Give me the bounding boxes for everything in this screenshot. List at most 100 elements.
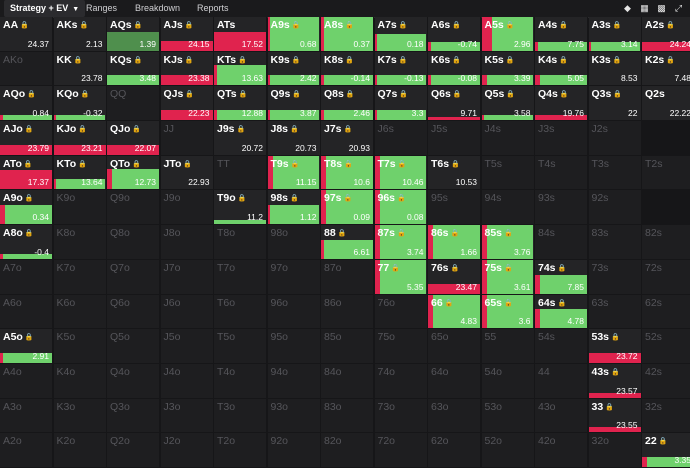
hand-cell-j5o[interactable]: J5o — [160, 329, 214, 364]
hand-cell-a9o[interactable]: A9o 🔒 0.34 — [0, 190, 53, 226]
hand-cell-j9s[interactable]: J9s 🔒 20.72 — [214, 121, 267, 156]
hand-cell-52o[interactable]: 52o — [481, 433, 535, 468]
hand-cell-q6o[interactable]: Q6o — [107, 294, 160, 330]
hand-cell-44[interactable]: 44 — [535, 363, 588, 399]
tab-reports[interactable]: Reports — [197, 3, 229, 13]
hand-cell-j3s[interactable]: J3s — [535, 121, 588, 156]
hand-cell-k7o[interactable]: K7o — [53, 259, 107, 295]
hand-cell-q2o[interactable]: Q2o — [107, 433, 160, 468]
hand-cell-97s[interactable]: 97s 🔒 0.09 — [321, 190, 374, 226]
hand-cell-k7s[interactable]: K7s 🔒 -0.13 — [374, 51, 428, 87]
hand-cell-77[interactable]: 77 🔒 5.35 — [374, 259, 428, 295]
hand-cell-98o[interactable]: 98o — [267, 225, 321, 260]
hand-cell-jto[interactable]: JTo 🔒 22.93 — [160, 155, 214, 191]
hand-cell-aqo[interactable]: AQo 🔒 0.84 — [0, 86, 53, 122]
hand-cell-t3s[interactable]: T3s — [588, 155, 642, 191]
hand-cell-j7s[interactable]: J7s 🔒 20.93 — [321, 121, 374, 156]
hand-cell-a4o[interactable]: A4o — [0, 363, 53, 399]
hand-cell-kto[interactable]: KTo 🔒 13.64 — [53, 155, 107, 191]
hand-cell-a9s[interactable]: A9s 🔒 0.68 — [267, 17, 321, 52]
hand-cell-k2o[interactable]: K2o — [53, 433, 107, 468]
hand-cell-a2o[interactable]: A2o — [0, 433, 53, 468]
hand-cell-q2s[interactable]: Q2s 22.22 — [642, 86, 690, 122]
hand-cell-85s[interactable]: 85s 🔒 3.76 — [481, 225, 535, 260]
hand-cell-k4o[interactable]: K4o — [53, 363, 107, 399]
hand-cell-t2s[interactable]: T2s — [642, 155, 690, 191]
hand-cell-75o[interactable]: 75o — [374, 329, 428, 364]
hand-cell-t3o[interactable]: T3o — [214, 398, 267, 434]
hand-cell-q6s[interactable]: Q6s 🔒 9.71 — [428, 86, 481, 122]
hand-cell-k5s[interactable]: K5s 🔒 3.39 — [481, 51, 535, 87]
hand-cell-87s[interactable]: 87s 🔒 3.74 — [374, 225, 428, 260]
hand-cell-kqo[interactable]: KQo 🔒 -0.32 — [53, 86, 107, 122]
hand-cell-63o[interactable]: 63o — [428, 398, 481, 434]
hand-cell-t9s[interactable]: T9s 🔒 11.15 — [267, 155, 321, 191]
hand-cell-t9o[interactable]: T9o 🔒 11.2 — [214, 190, 267, 226]
hand-cell-a8o[interactable]: A8o 🔒 -0.4 — [0, 225, 53, 260]
hand-cell-43o[interactable]: 43o — [535, 398, 588, 434]
hand-cell-t5o[interactable]: T5o — [214, 329, 267, 364]
hand-cell-97o[interactable]: 97o — [267, 259, 321, 295]
hand-cell-t7o[interactable]: T7o — [214, 259, 267, 295]
hand-cell-73o[interactable]: 73o — [374, 398, 428, 434]
hand-cell-q4o[interactable]: Q4o — [107, 363, 160, 399]
hand-cell-k4s[interactable]: K4s 🔒 5.05 — [535, 51, 588, 87]
hand-cell-t8o[interactable]: T8o — [214, 225, 267, 260]
hand-cell-qjo[interactable]: QJo 🔒 22.07 — [107, 121, 160, 156]
tab-breakdown[interactable]: Breakdown — [135, 3, 181, 13]
hand-cell-72o[interactable]: 72o — [374, 433, 428, 468]
table-icon[interactable]: ▦ — [640, 3, 649, 13]
hand-cell-32s[interactable]: 32s — [642, 398, 690, 434]
hand-cell-85o[interactable]: 85o — [321, 329, 374, 364]
hand-cell-j9o[interactable]: J9o — [160, 190, 214, 226]
hand-cell-j4o[interactable]: J4o — [160, 363, 214, 399]
hand-cell-a4s[interactable]: A4s 🔒 7.75 — [535, 17, 588, 52]
hand-cell-76s[interactable]: 76s 🔒 23.47 — [428, 259, 481, 295]
hand-cell-qjs[interactable]: QJs 🔒 22.23 — [160, 86, 214, 122]
hand-cell-62o[interactable]: 62o — [428, 433, 481, 468]
hand-cell-k3o[interactable]: K3o — [53, 398, 107, 434]
hand-cell-82s[interactable]: 82s — [642, 225, 690, 260]
hand-cell-t2o[interactable]: T2o — [214, 433, 267, 468]
hand-cell-k9o[interactable]: K9o — [53, 190, 107, 226]
hand-cell-75s[interactable]: 75s 🔒 3.61 — [481, 259, 535, 295]
hand-cell-t4o[interactable]: T4o — [214, 363, 267, 399]
hand-cell-kqs[interactable]: KQs 🔒 3.48 — [107, 51, 160, 87]
hand-cell-95s[interactable]: 95s — [428, 190, 481, 226]
hand-cell-a6o[interactable]: A6o — [0, 294, 53, 330]
hand-cell-98s[interactable]: 98s 🔒 1.12 — [267, 190, 321, 226]
hand-cell-88[interactable]: 88 🔒 6.61 — [321, 225, 374, 260]
hand-cell-t6s[interactable]: T6s 🔒 10.53 — [428, 155, 481, 191]
hand-cell-54o[interactable]: 54o — [481, 363, 535, 399]
hand-cell-62s[interactable]: 62s — [642, 294, 690, 330]
hand-cell-t4s[interactable]: T4s — [535, 155, 588, 191]
hand-cell-k8s[interactable]: K8s 🔒 -0.14 — [321, 51, 374, 87]
hand-cell-22[interactable]: 22 🔒 3.35 — [642, 433, 690, 468]
hand-cell-kts[interactable]: KTs 🔒 13.63 — [214, 51, 267, 87]
hand-cell-a7s[interactable]: A7s 🔒 0.18 — [374, 17, 428, 52]
hand-cell-q8o[interactable]: Q8o — [107, 225, 160, 260]
hand-cell-j6s[interactable]: J6s — [374, 121, 428, 156]
hand-cell-83o[interactable]: 83o — [321, 398, 374, 434]
hand-cell-aa[interactable]: AA 🔒 24.37 — [0, 17, 53, 52]
hand-cell-k6o[interactable]: K6o — [53, 294, 107, 330]
expand-icon[interactable]: ⤢ — [674, 3, 683, 13]
hand-cell-a8s[interactable]: A8s 🔒 0.37 — [321, 17, 374, 52]
hand-cell-a2s[interactable]: A2s 🔒 24.24 — [642, 17, 690, 52]
hand-cell-t6o[interactable]: T6o — [214, 294, 267, 330]
hand-cell-65s[interactable]: 65s 🔒 3.6 — [481, 294, 535, 330]
hand-cell-32o[interactable]: 32o — [588, 433, 642, 468]
hand-cell-q8s[interactable]: Q8s 🔒 2.46 — [321, 86, 374, 122]
hand-cell-33[interactable]: 33 🔒 23.55 — [588, 398, 642, 434]
hand-cell-53o[interactable]: 53o — [481, 398, 535, 434]
hand-cell-jj[interactable]: JJ — [160, 121, 214, 156]
hand-cell-55[interactable]: 55 — [481, 329, 535, 364]
hand-cell-k9s[interactable]: K9s 🔒 2.42 — [267, 51, 321, 87]
hand-cell-k8o[interactable]: K8o — [53, 225, 107, 260]
hand-cell-j7o[interactable]: J7o — [160, 259, 214, 295]
hand-cell-qto[interactable]: QTo 🔒 12.73 — [107, 155, 160, 191]
hand-cell-74o[interactable]: 74o — [374, 363, 428, 399]
hand-cell-k2s[interactable]: K2s 🔒 7.48 — [642, 51, 690, 87]
hand-cell-qq[interactable]: QQ — [107, 86, 160, 122]
hand-cell-j6o[interactable]: J6o — [160, 294, 214, 330]
